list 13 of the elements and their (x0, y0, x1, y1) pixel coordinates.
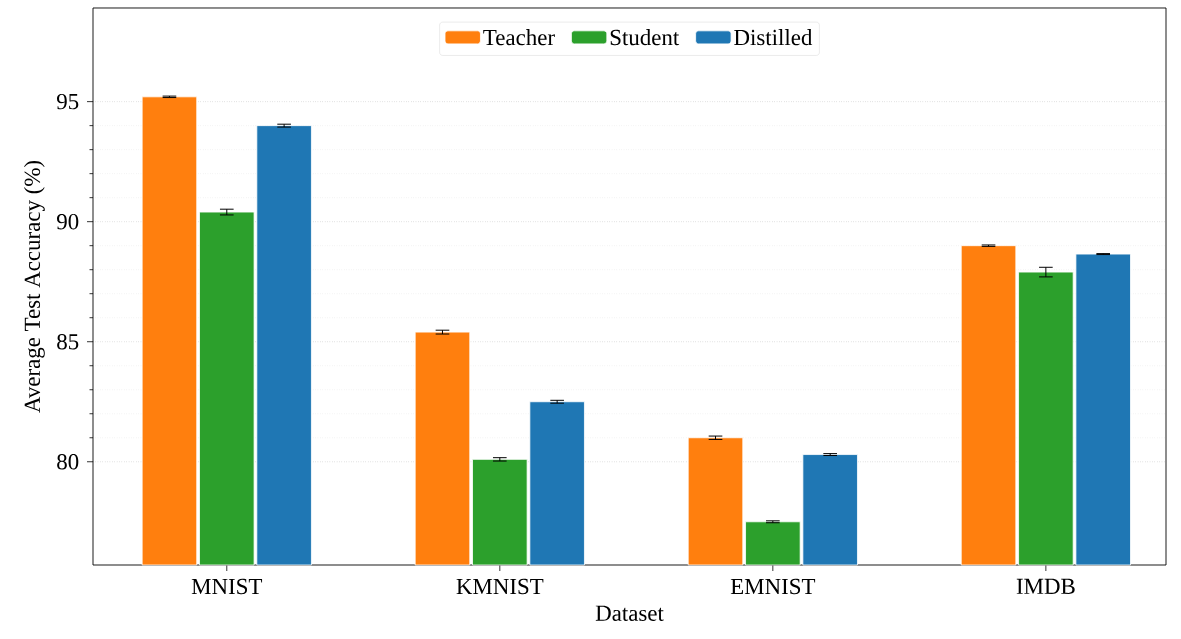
legend-label: Distilled (734, 29, 813, 46)
y-tick-label: 80 (57, 454, 79, 470)
y-tick-label: 90 (56, 213, 79, 230)
legend-label: Student (610, 29, 680, 46)
x-tick-label: EMNIST (730, 578, 816, 595)
x-tick-label: KMNIST (456, 578, 544, 595)
x-tick-label: MNIST (191, 578, 263, 595)
y-axis-title: Average Test Accuracy (%) (23, 160, 45, 413)
legend-label: Teacher (483, 29, 555, 46)
y-tick-label: 85 (57, 333, 79, 350)
x-tick-label: IMDB (1016, 578, 1075, 594)
x-axis-title: Dataset (595, 605, 664, 621)
y-tick-label: 95 (56, 93, 79, 110)
